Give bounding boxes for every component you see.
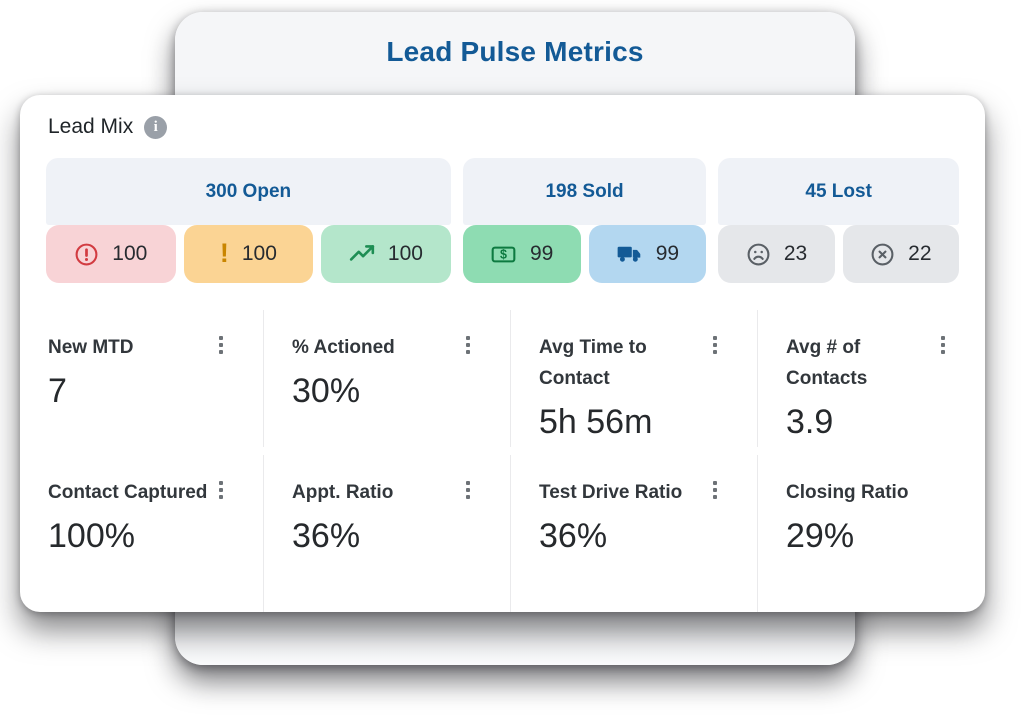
page-title: Lead Pulse Metrics	[386, 36, 644, 67]
lead-group-open-header[interactable]: 300 Open	[46, 158, 451, 225]
metric-cell-pct-actioned: % Actioned 30%	[263, 310, 510, 447]
kebab-menu-icon[interactable]	[464, 334, 472, 356]
lead-mix-card: Lead Mix i 300 Open	[20, 95, 985, 612]
metric-cell-new-mtd: New MTD 7	[20, 310, 263, 447]
lead-group-open: 300 Open 100 !	[46, 158, 451, 283]
kebab-menu-icon[interactable]	[711, 479, 719, 501]
lead-group-lost-pills: 23 22	[718, 225, 960, 283]
metric-value: 30%	[292, 372, 361, 410]
x-circle-icon	[870, 242, 895, 267]
metric-label: Closing Ratio	[786, 482, 909, 503]
metric-cell-contact-captured: Contact Captured 100%	[20, 455, 263, 612]
metric-value: 36%	[292, 517, 361, 555]
lead-group-lost: 45 Lost 23	[718, 158, 960, 283]
lead-group-sold-label: 198 Sold	[545, 180, 624, 202]
metrics-row-2: Contact Captured 100% Appt. Ratio 36% Te…	[20, 455, 985, 612]
pill-value: 99	[529, 242, 554, 265]
truck-icon	[616, 242, 643, 267]
exclamation-icon: !	[219, 237, 229, 268]
metric-value: 5h 56m	[539, 403, 653, 441]
info-icon-glyph: i	[153, 118, 158, 135]
metric-label: Appt. Ratio	[292, 482, 394, 503]
metric-value: 100%	[48, 517, 135, 555]
metric-label: Avg # of Contacts	[786, 337, 868, 389]
pill-value: 22	[908, 242, 932, 265]
metric-value: 3.9	[786, 403, 834, 441]
kebab-menu-icon[interactable]	[711, 334, 719, 356]
lead-group-open-label: 300 Open	[205, 180, 292, 202]
kebab-menu-icon[interactable]	[939, 334, 947, 356]
pill-unhappy[interactable]: 23	[718, 225, 835, 283]
metric-value: 29%	[786, 517, 855, 555]
lead-group-sold-pills: $ 99	[462, 225, 707, 283]
metric-cell-avg-contacts: Avg # of Contacts 3.9	[757, 310, 985, 447]
alert-circle-icon	[74, 242, 99, 267]
pill-value: 23	[783, 242, 808, 265]
lead-mix-label: Lead Mix	[48, 115, 134, 138]
lead-group-lost-label: 45 Lost	[805, 180, 872, 202]
kebab-menu-icon[interactable]	[217, 479, 225, 501]
metrics-row-1: New MTD 7 % Actioned 30% Avg Time to Con…	[20, 310, 985, 447]
metric-label: Avg Time to Contact	[539, 337, 647, 389]
kebab-menu-icon[interactable]	[464, 479, 472, 501]
lead-group-sold: 198 Sold $ 99	[462, 158, 707, 283]
pill-value: 100	[241, 242, 277, 265]
pill-delivered[interactable]: 99	[588, 225, 707, 283]
banknote-icon: $	[490, 242, 517, 267]
frown-icon	[746, 242, 771, 267]
lead-mix-groups: 300 Open 100 !	[46, 158, 960, 283]
info-icon[interactable]: i	[144, 115, 168, 139]
pill-rejected[interactable]: 22	[842, 225, 960, 283]
lead-mix-header: Lead Mix i	[48, 115, 168, 139]
lead-group-open-pills: 100 ! 100 100	[46, 225, 451, 283]
metric-cell-avg-time-to-contact: Avg Time to Contact 5h 56m	[510, 310, 757, 447]
metric-value: 36%	[539, 517, 608, 555]
pill-trending[interactable]: 100	[321, 225, 451, 283]
metric-cell-appt-ratio: Appt. Ratio 36%	[263, 455, 510, 612]
trending-up-icon	[349, 241, 375, 267]
metric-label: % Actioned	[292, 337, 395, 358]
pill-value: 100	[387, 242, 423, 265]
svg-text:$: $	[500, 247, 507, 261]
pill-value: 99	[655, 242, 680, 265]
metric-value: 7	[48, 372, 67, 410]
metrics-grid: New MTD 7 % Actioned 30% Avg Time to Con…	[20, 310, 985, 612]
lead-group-sold-header[interactable]: 198 Sold	[462, 158, 707, 225]
pill-warning[interactable]: ! 100	[183, 225, 314, 283]
metric-label: Test Drive Ratio	[539, 482, 683, 503]
metric-cell-test-drive-ratio: Test Drive Ratio 36%	[510, 455, 757, 612]
metric-cell-closing-ratio: Closing Ratio 29%	[757, 455, 985, 612]
kebab-menu-icon[interactable]	[217, 334, 225, 356]
lead-group-lost-header[interactable]: 45 Lost	[718, 158, 959, 225]
pill-alert[interactable]: 100	[46, 225, 176, 283]
pill-cash-sold[interactable]: $ 99	[462, 225, 581, 283]
metric-label: Contact Captured	[48, 482, 208, 503]
metric-label: New MTD	[48, 337, 134, 358]
pill-value: 100	[112, 242, 148, 265]
